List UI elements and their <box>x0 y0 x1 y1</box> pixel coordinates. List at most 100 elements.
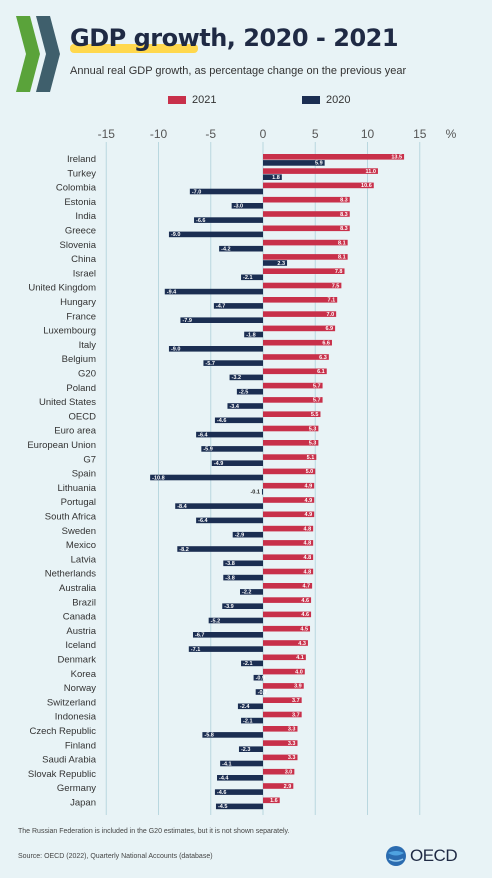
bar-2021 <box>263 611 312 618</box>
bar-2021 <box>263 339 332 346</box>
data-label-2021: 10.6 <box>361 183 372 189</box>
x-tick-label: 0 <box>260 127 267 141</box>
category-label: Canada <box>63 612 97 623</box>
footnote: The Russian Federation is included in th… <box>18 828 290 835</box>
category-label: Luxembourg <box>43 326 96 337</box>
data-label-2020: -3.4 <box>229 404 239 410</box>
bar-2020 <box>202 732 263 738</box>
data-label-2021: 4.9 <box>305 484 313 490</box>
data-label-2020: -2.3 <box>241 747 250 753</box>
bar-2020 <box>263 160 325 166</box>
data-label-2021: 11.0 <box>366 169 376 175</box>
data-label-2021: 3.3 <box>288 755 296 761</box>
category-label: Israel <box>73 268 96 279</box>
oecd-chevron-logo <box>16 16 60 92</box>
bar-2021 <box>263 411 321 417</box>
bar-2021 <box>263 482 315 489</box>
bar-2021 <box>263 640 308 646</box>
data-label-2021: 3.3 <box>288 727 296 733</box>
bar-2020 <box>229 374 263 381</box>
category-label: Indonesia <box>55 712 97 723</box>
bar-2021 <box>263 182 374 189</box>
data-label-2020: -0.7 <box>258 690 267 696</box>
bar-2021 <box>263 540 314 546</box>
category-label: Poland <box>66 383 96 394</box>
data-label-2021: 7.0 <box>326 312 334 318</box>
data-label-2021: 13.5 <box>391 155 402 161</box>
data-label-2021: 7.8 <box>335 269 343 275</box>
data-label-2020: -6.4 <box>198 432 208 438</box>
data-label-2021: 4.8 <box>304 541 312 547</box>
category-label: South Africa <box>45 512 97 523</box>
oecd-logo: OECD <box>385 845 458 867</box>
data-label-2021: 3.7 <box>292 698 300 704</box>
data-label-2021: 4.8 <box>304 569 312 575</box>
data-label-2020: -4.6 <box>217 418 226 424</box>
bar-2020 <box>244 331 263 338</box>
data-label-2020: -9.4 <box>167 289 177 295</box>
data-label-2020: -2.9 <box>235 533 244 539</box>
bar-2021 <box>263 625 311 632</box>
x-tick-label: -15 <box>98 127 116 141</box>
bar-2021 <box>263 726 298 732</box>
bar-2021 <box>263 597 312 603</box>
category-label: Iceland <box>65 640 96 651</box>
bar-2021 <box>263 268 345 274</box>
category-label: China <box>71 254 97 265</box>
globe-icon <box>386 846 406 866</box>
data-label-2020: -3.8 <box>225 561 234 567</box>
data-label-2020: 5.9 <box>315 161 323 167</box>
bar-2020 <box>232 531 263 538</box>
data-label-2021: 5.7 <box>313 383 321 389</box>
bar-2021 <box>263 239 348 246</box>
bar-2021 <box>263 497 315 503</box>
bar-2020 <box>213 303 263 309</box>
data-label-2021: 4.0 <box>295 669 303 675</box>
bar-2020 <box>238 746 263 752</box>
bar-2020 <box>208 617 263 624</box>
legend-label-2020: 2020 <box>326 94 351 106</box>
legend-item-2021: 2021 <box>168 94 216 106</box>
category-label: Slovenia <box>60 240 97 251</box>
data-label-2021: 4.5 <box>300 627 308 633</box>
bar-2020 <box>241 660 263 667</box>
x-tick-label: -10 <box>150 127 168 141</box>
data-label-2021: 4.6 <box>301 598 309 604</box>
category-label: Greece <box>65 226 96 237</box>
bar-2020 <box>214 417 263 424</box>
bar-2021 <box>263 425 319 432</box>
bar-2021 <box>263 368 327 375</box>
x-tick-label: 15 <box>413 127 427 141</box>
bar-2021 <box>263 783 294 789</box>
category-label: Estonia <box>64 197 96 208</box>
bar-2020 <box>231 203 263 209</box>
data-label-2020: -7.9 <box>182 318 191 324</box>
data-label-2021: 6.3 <box>319 355 327 361</box>
bar-2020 <box>223 560 263 567</box>
category-label: Korea <box>71 669 97 680</box>
data-label-2021: 4.9 <box>305 498 313 504</box>
bar-2021 <box>263 354 329 360</box>
bar-2020 <box>261 489 263 495</box>
bar-2021 <box>263 168 378 174</box>
bar-2021 <box>263 654 306 661</box>
category-label: European Union <box>27 440 96 451</box>
bar-2021 <box>263 282 342 289</box>
data-label-2020: 2.3 <box>277 261 285 267</box>
data-label-2021: 5.5 <box>311 412 319 418</box>
chart-title: GDP growth, 2020 - 2021 <box>70 24 399 52</box>
data-label-2020: -2.1 <box>243 661 252 667</box>
data-label-2020: -6.4 <box>198 518 208 524</box>
data-label-2020: -4.1 <box>222 761 231 767</box>
bar-2021 <box>263 583 313 589</box>
data-label-2021: 6.6 <box>322 341 330 347</box>
bar-2020 <box>240 589 263 595</box>
bar-2021 <box>263 325 336 332</box>
bar-2020 <box>263 260 288 266</box>
bar-2021 <box>263 754 298 761</box>
category-label: Switzerland <box>47 697 96 708</box>
data-label-2021: 6.9 <box>325 326 333 332</box>
source-note: Source: OECD (2022), Quarterly National … <box>18 853 213 860</box>
x-tick-label: 10 <box>361 127 375 141</box>
category-label: Brazil <box>72 597 96 608</box>
